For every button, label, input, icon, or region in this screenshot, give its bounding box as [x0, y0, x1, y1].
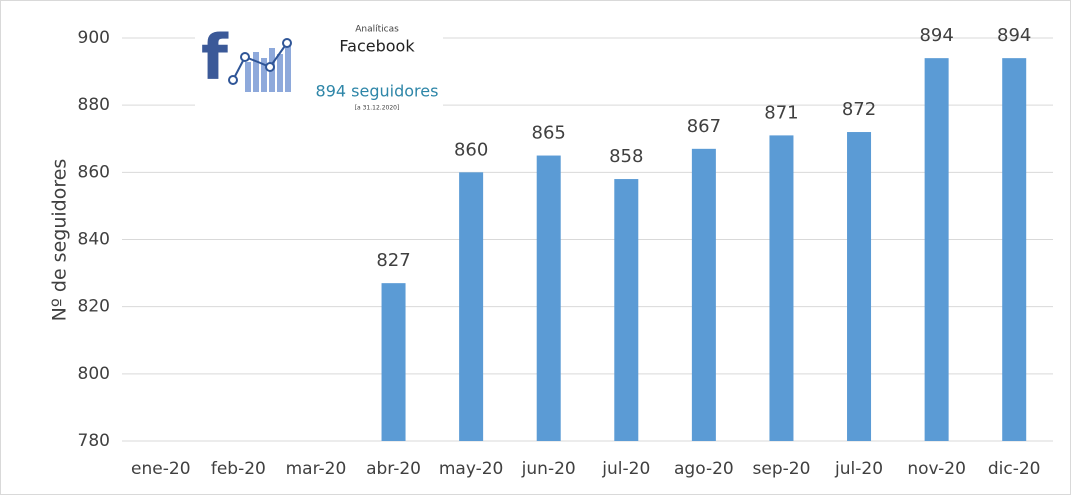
x-tick-label: jul-20 — [834, 459, 883, 479]
y-tick-label: 840 — [78, 230, 110, 250]
marks: ene-20 feb-20 mar-20 abr-20 827 may-20 860 jun-… — [131, 25, 1040, 479]
data-label: 858 — [609, 146, 643, 167]
data-label: 827 — [376, 250, 410, 271]
data-label: 871 — [764, 102, 798, 123]
x-tick-label: jun-20 — [521, 459, 576, 479]
x-tick-label: dic-20 — [988, 459, 1041, 479]
facebook-logo: f — [201, 21, 229, 94]
x-tick-label: may-20 — [439, 459, 504, 479]
y-tick-label: 820 — [78, 297, 110, 317]
bar — [924, 58, 949, 442]
x-tick-label: sep-20 — [753, 459, 811, 479]
data-label: 860 — [454, 139, 488, 160]
inset-count: 894 seguidores — [316, 82, 439, 101]
x-tick-label: abr-20 — [366, 459, 421, 479]
y-tick-label: 800 — [78, 364, 110, 384]
inset: f Analíticas Facebook 894 seguidores [a … — [195, 10, 443, 112]
x-tick-label: ago-20 — [674, 459, 734, 479]
bar — [847, 132, 872, 442]
data-label: 894 — [997, 25, 1031, 46]
bar — [459, 172, 484, 442]
grid: 780 800 820 840 860 880 900 — [78, 28, 1053, 451]
y-tick-label: 780 — [78, 431, 110, 451]
x-tick-label: ene-20 — [131, 459, 190, 479]
bar — [769, 135, 794, 441]
x-tick-label: mar-20 — [286, 459, 347, 479]
inset-icon — [228, 38, 292, 92]
bar — [1002, 58, 1027, 442]
bar — [536, 155, 561, 441]
inset-date: [a 31.12.2020] — [355, 105, 400, 112]
bar — [381, 283, 406, 441]
data-label: 865 — [532, 123, 566, 144]
inset-label: Analíticas — [355, 25, 399, 35]
inset-title: Facebook — [339, 37, 415, 56]
data-label: 867 — [687, 116, 721, 137]
bar — [691, 148, 716, 441]
y-tick-label: 880 — [78, 95, 110, 115]
x-tick-label: feb-20 — [211, 459, 266, 479]
y-axis-label: Nº de seguidores — [49, 159, 71, 322]
data-label: 872 — [842, 99, 876, 120]
x-tick-label: jul-20 — [601, 459, 650, 479]
y-tick-label: 860 — [78, 162, 110, 182]
bar — [614, 179, 639, 442]
data-label: 894 — [919, 25, 953, 46]
inset-background — [195, 10, 443, 112]
y-tick-label: 900 — [78, 28, 110, 48]
x-tick-label: nov-20 — [907, 459, 966, 479]
